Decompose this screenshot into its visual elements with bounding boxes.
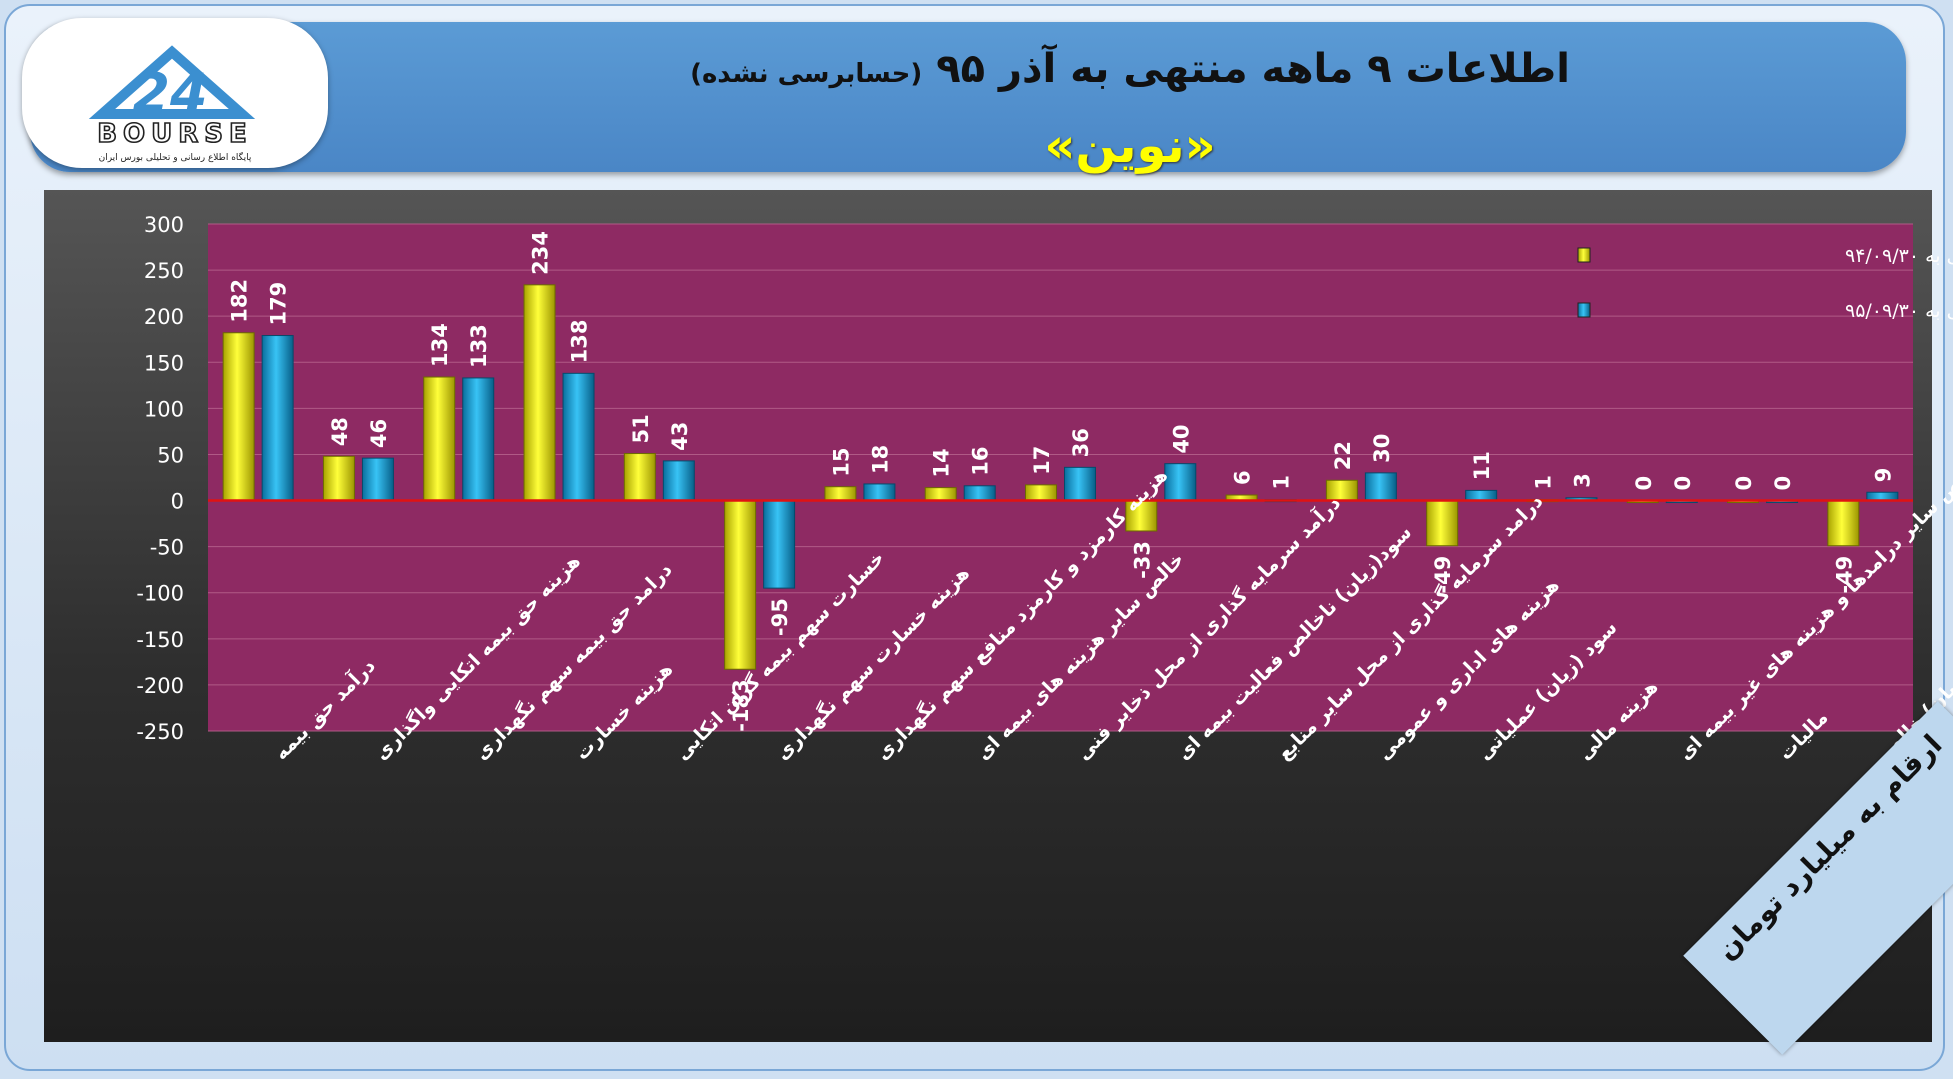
bar-series-1 <box>623 453 656 502</box>
data-label: -49 <box>1431 556 1455 594</box>
data-label: 43 <box>668 422 692 451</box>
data-label: -183 <box>729 679 753 732</box>
bar-series-2 <box>1364 472 1397 502</box>
header-banner: اطلاعات ۹ ماهه منتهی به آذر ۹۵ (حسابرسی … <box>30 22 1906 174</box>
data-label: 234 <box>529 231 553 275</box>
y-tick-label: -250 <box>136 720 184 744</box>
title-text: اطلاعات ۹ ماهه منتهی به آذر ۹۵ <box>936 46 1570 92</box>
y-tick-label: 200 <box>144 305 184 329</box>
y-tick-label: 300 <box>144 213 184 237</box>
data-label: 0 <box>1771 476 1795 491</box>
gridlines <box>208 223 1913 732</box>
data-label: 17 <box>1030 446 1054 475</box>
y-tick-label: 150 <box>144 351 184 375</box>
data-label: 134 <box>428 323 452 367</box>
data-label: 15 <box>829 447 853 476</box>
data-label: 46 <box>367 419 391 448</box>
data-label: 6 <box>1231 470 1255 485</box>
data-label: 30 <box>1370 434 1394 463</box>
y-tick-label: 50 <box>157 443 184 467</box>
bar-series-2 <box>361 457 394 502</box>
svg-text:24: 24 <box>132 62 207 125</box>
bourse24-logo-icon: 24 BOURSE پایگاه اطلاع رسانی و تحلیلی بو… <box>88 45 256 163</box>
y-tick-label: -200 <box>136 674 184 698</box>
bar-series-1 <box>1125 500 1158 532</box>
bar-series-1 <box>824 486 857 502</box>
bar-series-1 <box>724 500 757 670</box>
data-label: 48 <box>328 417 352 446</box>
y-tick-label: -100 <box>136 582 184 606</box>
data-label: -49 <box>1832 556 1856 594</box>
bar-series-1 <box>523 284 556 502</box>
bar-series-2 <box>1465 489 1498 502</box>
legend-swatch <box>1577 247 1591 263</box>
y-tick-label: 250 <box>144 259 184 283</box>
data-label: 1 <box>1531 475 1555 490</box>
company-name: «نوین» <box>1044 118 1216 174</box>
bar-series-2 <box>562 372 595 502</box>
y-tick-label: 0 <box>171 490 184 514</box>
data-label: 22 <box>1331 441 1355 470</box>
data-label: 3 <box>1570 473 1594 488</box>
logo: 24 BOURSE پایگاه اطلاع رسانی و تحلیلی بو… <box>22 18 328 168</box>
bar-series-1 <box>1827 500 1860 547</box>
svg-text:پایگاه اطلاع رسانی و تحلیلی بو: پایگاه اطلاع رسانی و تحلیلی بورس ایران <box>99 151 252 163</box>
legend: عملکرد منتهی به ۹۴/۰۹/۳۰ عملکرد منتهی به … <box>1577 245 1953 322</box>
y-axis: -250 -200 -150 -100 -50 0 50 100 150 200 250 300 <box>136 213 184 744</box>
bar-series-1 <box>423 376 456 502</box>
bar-series-1 <box>1025 484 1057 502</box>
legend-label: عملکرد منتهی به ۹۴/۰۹/۳۰ <box>1845 245 1953 267</box>
title-note: (حسابرسی نشده) <box>690 59 923 89</box>
data-label: 0 <box>1632 476 1656 491</box>
bar-series-2 <box>462 377 495 502</box>
data-label: 0 <box>1732 476 1756 491</box>
bar-series-1 <box>1426 500 1459 547</box>
data-label: 11 <box>1470 451 1494 480</box>
bar-series-2 <box>662 460 695 502</box>
data-label: 40 <box>1169 424 1193 453</box>
data-label: 14 <box>930 448 954 477</box>
data-label: 1 <box>1270 475 1294 490</box>
bar-series-2 <box>863 483 896 502</box>
data-label: 51 <box>629 414 653 443</box>
data-label: 0 <box>1671 476 1695 491</box>
data-label: -33 <box>1130 541 1154 579</box>
bar-series-1 <box>924 487 957 502</box>
bar-series-2 <box>963 485 996 502</box>
data-label: 36 <box>1069 428 1093 457</box>
bar-series-2 <box>1164 463 1197 502</box>
data-label: 133 <box>467 324 491 368</box>
bar-series-1 <box>222 332 255 502</box>
bar-series-1 <box>322 455 355 502</box>
data-label: 179 <box>267 282 291 326</box>
bar-series-2 <box>261 335 294 502</box>
y-tick-label: 100 <box>144 397 184 421</box>
svg-text:BOURSE: BOURSE <box>97 119 253 149</box>
bar-series-2 <box>1064 466 1096 502</box>
data-label: -95 <box>768 598 792 636</box>
data-label: 182 <box>228 279 252 323</box>
legend-label: عملکرد منتهی به ۹۵/۰۹/۳۰ <box>1845 300 1953 322</box>
y-tick-label: -150 <box>136 628 184 652</box>
data-label: 9 <box>1871 468 1895 483</box>
data-label: 18 <box>868 445 892 474</box>
y-tick-label: -50 <box>150 536 184 560</box>
legend-swatch <box>1577 302 1591 318</box>
bar-series-2 <box>763 500 796 589</box>
data-label: 16 <box>969 447 993 476</box>
data-label: 138 <box>568 319 592 363</box>
page-title: اطلاعات ۹ ماهه منتهی به آذر ۹۵ (حسابرسی … <box>630 46 1630 106</box>
